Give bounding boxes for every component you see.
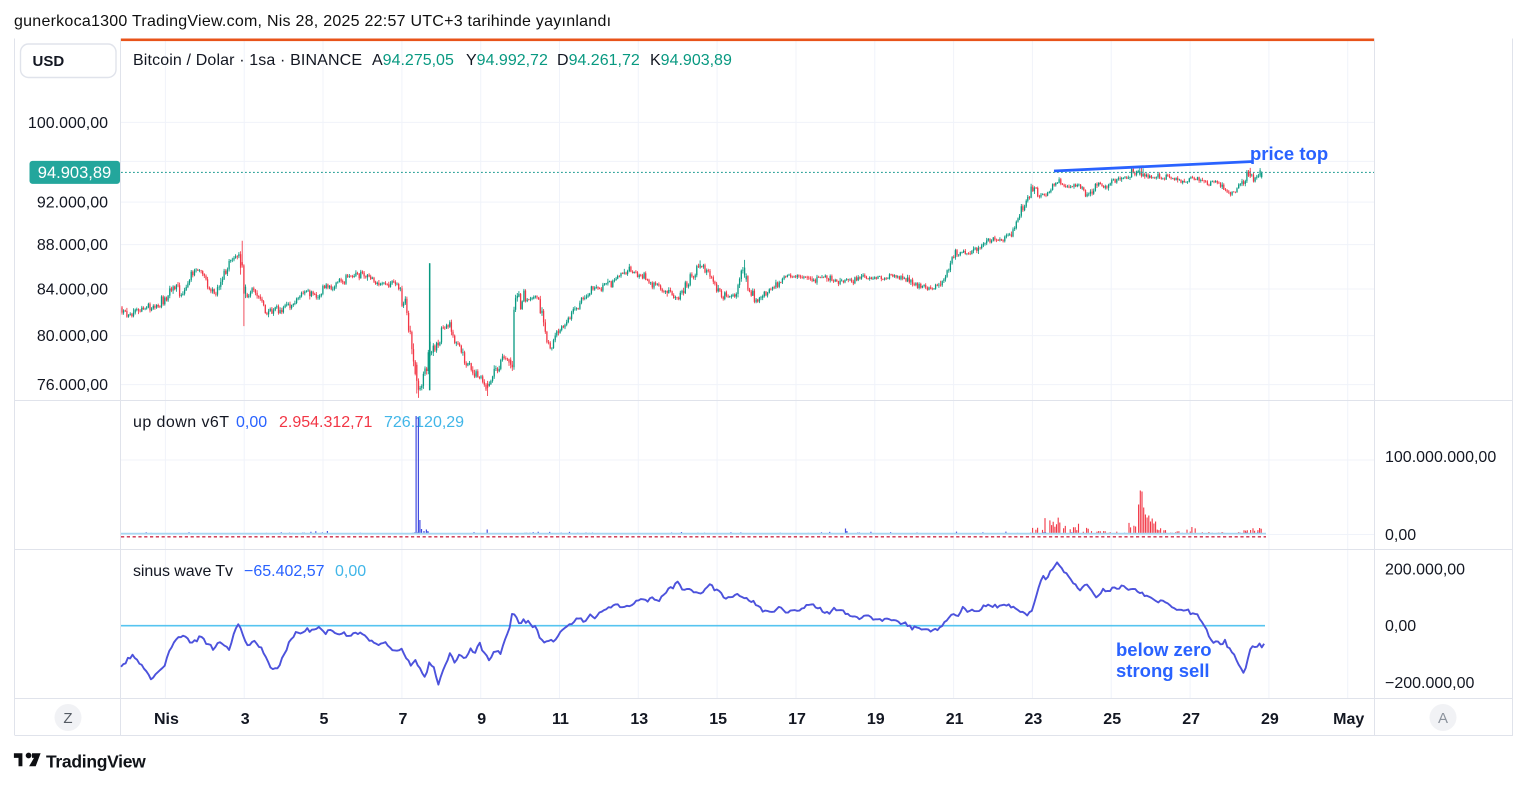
svg-text:25: 25 [1103, 711, 1121, 728]
svg-text:84.000,00: 84.000,00 [37, 282, 108, 299]
svg-text:below zero: below zero [1116, 639, 1212, 660]
svg-text:0,00: 0,00 [1385, 527, 1416, 544]
svg-text:2.954.312,71: 2.954.312,71 [279, 414, 373, 431]
svg-text:A94.275,05: A94.275,05 [372, 52, 454, 69]
svg-text:Bitcoin / Dolar · 1sa · BINANC: Bitcoin / Dolar · 1sa · BINANCE [133, 52, 362, 69]
svg-text:200.000,00: 200.000,00 [1385, 562, 1465, 579]
svg-text:9: 9 [477, 711, 486, 728]
svg-text:11: 11 [552, 711, 569, 728]
svg-text:76.000,00: 76.000,00 [37, 377, 108, 394]
svg-text:up down v6T: up down v6T [133, 414, 229, 431]
svg-text:−65.402,57: −65.402,57 [244, 563, 325, 580]
svg-text:13: 13 [630, 711, 648, 728]
svg-text:94.903,89: 94.903,89 [38, 164, 111, 182]
svg-text:17: 17 [788, 711, 806, 728]
svg-text:price top: price top [1250, 143, 1328, 164]
svg-text:21: 21 [946, 711, 964, 728]
svg-text:15: 15 [709, 711, 727, 728]
svg-text:May: May [1333, 711, 1364, 728]
svg-text:7: 7 [398, 711, 407, 728]
svg-text:3: 3 [241, 711, 250, 728]
svg-text:100.000.000,00: 100.000.000,00 [1385, 449, 1496, 466]
svg-text:Nis: Nis [154, 711, 179, 728]
svg-text:100.000,00: 100.000,00 [28, 115, 108, 132]
svg-text:29: 29 [1261, 711, 1279, 728]
svg-text:−200.000,00: −200.000,00 [1385, 675, 1475, 692]
svg-text:0,00: 0,00 [1385, 618, 1416, 635]
svg-text:88.000,00: 88.000,00 [37, 237, 108, 254]
svg-text:K94.903,89: K94.903,89 [650, 52, 732, 69]
svg-text:sinus wave Tv: sinus wave Tv [133, 563, 233, 580]
svg-text:92.000,00: 92.000,00 [37, 195, 108, 212]
svg-text:D94.261,72: D94.261,72 [557, 52, 640, 69]
svg-text:Z: Z [63, 710, 72, 727]
svg-text:80.000,00: 80.000,00 [37, 328, 108, 345]
svg-text:strong sell: strong sell [1116, 660, 1210, 681]
svg-text:TradingView: TradingView [46, 752, 146, 772]
svg-text:Y94.992,72: Y94.992,72 [466, 52, 548, 69]
svg-text:0,00: 0,00 [236, 414, 267, 431]
svg-text:726.120,29: 726.120,29 [384, 414, 464, 431]
svg-text:19: 19 [867, 711, 885, 728]
svg-text:27: 27 [1182, 711, 1200, 728]
svg-text:0,00: 0,00 [335, 563, 366, 580]
svg-text:5: 5 [320, 711, 329, 728]
svg-text:23: 23 [1025, 711, 1043, 728]
svg-text:USD: USD [33, 53, 65, 70]
svg-text:gunerkoca1300 TradingView.com,: gunerkoca1300 TradingView.com, Nis 28, 2… [14, 13, 611, 30]
svg-text:A: A [1438, 710, 1448, 727]
